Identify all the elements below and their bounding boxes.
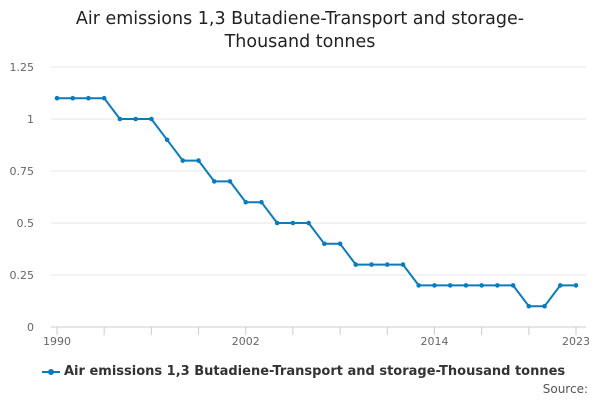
data-point[interactable] <box>369 262 374 267</box>
data-point[interactable] <box>542 303 547 309</box>
data-point[interactable] <box>211 179 217 184</box>
data-point[interactable] <box>416 283 422 288</box>
data-point[interactable] <box>180 158 186 163</box>
series-line <box>57 97 576 308</box>
legend-swatch <box>42 367 60 377</box>
data-point[interactable] <box>432 283 437 288</box>
axes: 0 0.25 0.5 0.75 1 1.25 1990 2002 2014 2023 <box>10 61 591 348</box>
chart-title: Air emissions 1,3 Butadiene-Transport an… <box>75 9 525 52</box>
grid-lines <box>51 66 586 276</box>
data-point[interactable] <box>479 283 484 288</box>
data-point[interactable] <box>54 95 60 101</box>
data-point[interactable] <box>227 179 233 184</box>
data-point[interactable] <box>557 283 563 288</box>
y-tick-label: 0 <box>27 321 34 334</box>
data-point[interactable] <box>70 95 76 101</box>
x-tick-label: 2002 <box>232 335 260 348</box>
data-point[interactable] <box>322 241 327 247</box>
x-tick-label: 2014 <box>420 335 448 348</box>
data-point[interactable] <box>447 283 453 288</box>
data-point[interactable] <box>353 262 359 267</box>
y-tick-label: 1.25 <box>10 61 35 74</box>
y-tick-label: 1 <box>27 113 34 126</box>
y-tick-label: 0.5 <box>17 217 35 230</box>
data-point[interactable] <box>400 262 406 267</box>
data-point[interactable] <box>86 95 91 101</box>
x-tick-label: 1990 <box>43 335 71 348</box>
data-point[interactable] <box>306 220 311 226</box>
data-point[interactable] <box>337 241 343 247</box>
data-point[interactable] <box>274 220 280 226</box>
legend[interactable]: Air emissions 1,3 Butadiene-Transport an… <box>42 364 565 379</box>
source-label: Source: <box>542 382 588 396</box>
data-point[interactable] <box>164 137 170 143</box>
x-tick-label: 2023 <box>562 335 590 348</box>
data-point[interactable] <box>259 199 264 205</box>
legend-label: Air emissions 1,3 Butadiene-Transport an… <box>64 364 566 379</box>
data-point[interactable] <box>290 220 296 226</box>
data-point[interactable] <box>526 303 532 309</box>
data-point[interactable] <box>133 116 138 122</box>
y-tick-label: 0.75 <box>10 165 35 178</box>
data-point[interactable] <box>117 116 123 122</box>
data-point[interactable] <box>243 199 249 205</box>
series-layer <box>54 95 579 309</box>
data-point[interactable] <box>495 283 500 288</box>
data-point[interactable] <box>510 283 516 288</box>
data-point[interactable] <box>384 262 390 267</box>
data-point[interactable] <box>101 95 107 101</box>
y-tick-label: 0.25 <box>10 269 35 282</box>
data-point[interactable] <box>463 283 469 288</box>
data-point[interactable] <box>196 158 201 163</box>
data-point[interactable] <box>149 116 154 122</box>
data-point[interactable] <box>573 283 579 288</box>
